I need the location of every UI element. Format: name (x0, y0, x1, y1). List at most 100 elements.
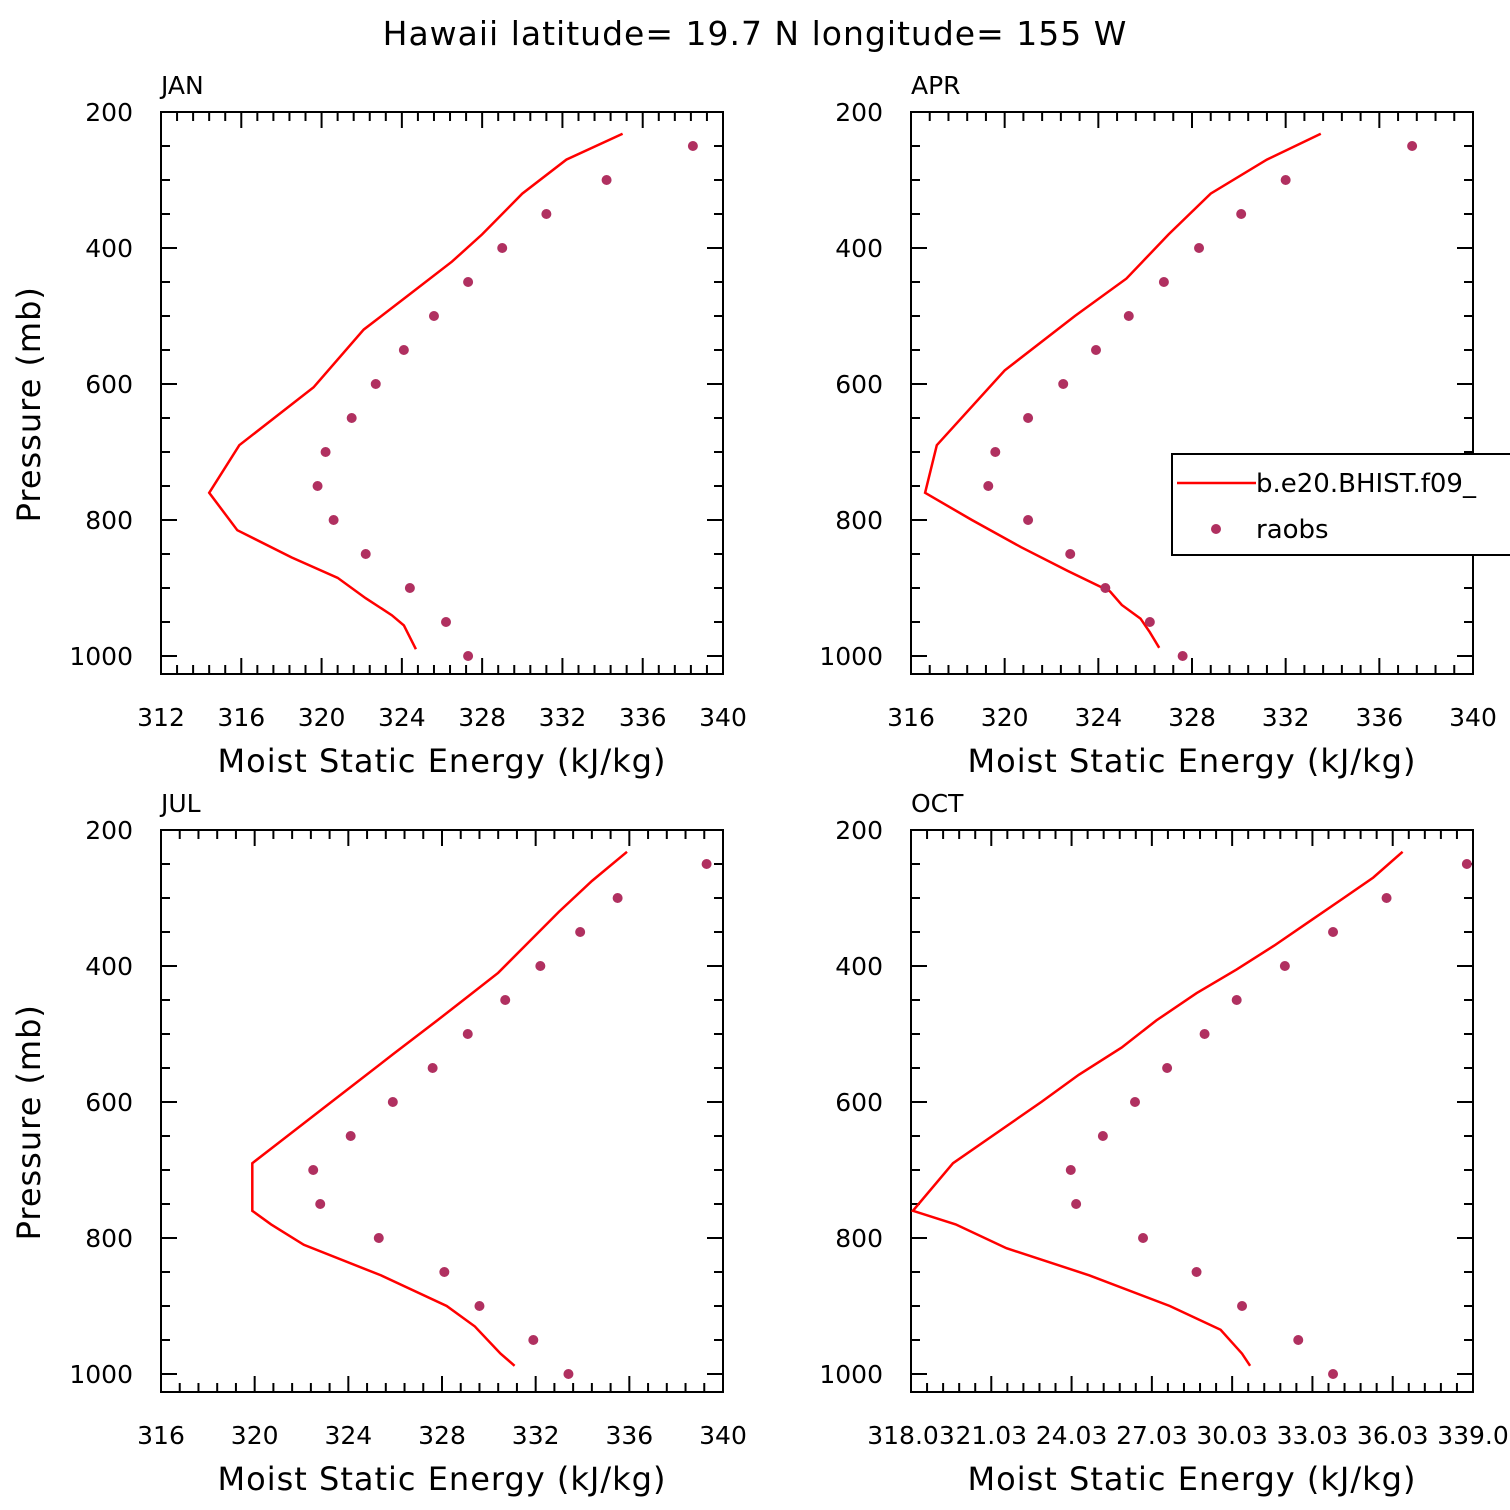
legend-label: b.e20.BHIST.f09_ (1256, 469, 1477, 499)
y-tick-label: 400 (85, 952, 133, 981)
y-tick-label: 200 (835, 816, 883, 845)
data-point-raobs (1236, 209, 1247, 219)
data-point-raobs (1144, 617, 1155, 627)
legend-box (1171, 453, 1510, 556)
x-tick-label: 340 (1449, 703, 1497, 732)
data-point-raobs (1231, 995, 1242, 1005)
x-tick-label: 24.03 (1036, 1421, 1108, 1450)
data-point-raobs (612, 893, 623, 903)
x-tick-label: 27.03 (1116, 1421, 1188, 1450)
y-tick-label: 1000 (69, 1360, 133, 1389)
data-point-raobs (1058, 379, 1069, 389)
data-point-raobs (535, 961, 546, 971)
data-point-raobs (404, 583, 415, 593)
x-axis-title: Moist Static Energy (kJ/kg) (968, 1460, 1417, 1498)
y-axis-title: Pressure (mb) (10, 1004, 48, 1240)
x-tick-label: 312 (137, 703, 185, 732)
x-tick-label: 328 (458, 703, 506, 732)
x-tick-label: 30.03 (1196, 1421, 1268, 1450)
data-point-raobs (1407, 141, 1418, 151)
data-point-raobs (373, 1233, 384, 1243)
data-point-raobs (1280, 175, 1291, 185)
data-point-raobs (701, 859, 712, 869)
data-point-raobs (1090, 345, 1101, 355)
x-tick-label: 339.0 (1437, 1421, 1509, 1450)
series-line-model (207, 132, 624, 650)
x-tick-label: 320 (231, 1421, 279, 1450)
x-tick-label: 324 (324, 1421, 372, 1450)
data-point-raobs (1065, 549, 1076, 559)
x-tick-label: 336 (619, 703, 667, 732)
data-point-raobs (428, 311, 439, 321)
y-tick-label: 600 (835, 370, 883, 399)
x-tick-label: 340 (699, 703, 747, 732)
data-point-raobs (441, 617, 452, 627)
x-tick-label: 332 (512, 1421, 560, 1450)
series-line-model (910, 850, 1404, 1367)
data-point-raobs (315, 1199, 326, 1209)
data-point-raobs (563, 1369, 574, 1379)
x-tick-label: 33.03 (1277, 1421, 1349, 1450)
x-tick-label: 21.03 (955, 1421, 1027, 1450)
x-tick-label: 328 (418, 1421, 466, 1450)
data-point-raobs (687, 141, 698, 151)
data-point-raobs (462, 1029, 473, 1039)
y-tick-label: 200 (85, 816, 133, 845)
panel-jul: JUL 200 400 600 800 1000 316 320 324 328 332 336 340… (10, 789, 747, 1498)
data-point-raobs (528, 1335, 539, 1345)
x-tick-label: 324 (1074, 703, 1122, 732)
data-point-raobs (1279, 961, 1290, 971)
data-point-raobs (312, 481, 323, 491)
y-tick-label: 1000 (819, 642, 883, 671)
x-tick-label: 336 (1355, 703, 1403, 732)
y-tick-label: 200 (835, 98, 883, 127)
data-point-raobs (474, 1301, 485, 1311)
data-point-raobs (1129, 1097, 1140, 1107)
data-point-raobs (1123, 311, 1134, 321)
data-point-raobs (463, 651, 474, 661)
data-point-raobs (1328, 1369, 1339, 1379)
data-point-raobs (1065, 1165, 1076, 1175)
data-point-raobs (1293, 1335, 1304, 1345)
x-tick-label: 320 (298, 703, 346, 732)
plot-frame (160, 111, 724, 675)
data-point-raobs (1023, 413, 1034, 423)
x-tick-label: 320 (981, 703, 1029, 732)
y-tick-label: 600 (85, 1088, 133, 1117)
data-point-raobs (1461, 859, 1472, 869)
data-point-raobs (601, 175, 612, 185)
data-point-raobs (500, 995, 511, 1005)
panel-apr: APR 200 400 600 800 1000 316 320 324 328 332 336 340… (819, 71, 1510, 780)
x-tick-label: 316 (887, 703, 935, 732)
data-point-raobs (1138, 1233, 1149, 1243)
panel-label: JUL (159, 789, 201, 818)
data-point-raobs (463, 277, 474, 287)
x-tick-label: 328 (1168, 703, 1216, 732)
data-point-raobs (575, 927, 586, 937)
data-point-raobs (1194, 243, 1205, 253)
data-point-raobs (345, 1131, 356, 1141)
data-point-raobs (1158, 277, 1169, 287)
x-axis-title: Moist Static Energy (kJ/kg) (968, 742, 1417, 780)
data-point-raobs (1328, 927, 1339, 937)
panel-jan: JAN 200 400 600 800 1000 312 316 320 324 328 332 336… (10, 71, 747, 780)
data-point-raobs (1071, 1199, 1082, 1209)
data-point-raobs (320, 447, 331, 457)
y-tick-label: 1000 (819, 1360, 883, 1389)
y-tick-label: 1000 (69, 642, 133, 671)
data-point-raobs (1100, 583, 1111, 593)
y-tick-label: 800 (835, 506, 883, 535)
data-point-raobs (328, 515, 339, 525)
panel-label: OCT (911, 789, 964, 818)
data-point-raobs (1191, 1267, 1202, 1277)
y-tick-label: 400 (835, 952, 883, 981)
plot-frame (910, 829, 1474, 1393)
data-point-raobs (541, 209, 552, 219)
y-axis-title: Pressure (mb) (10, 286, 48, 522)
series-line-model (923, 132, 1322, 649)
x-tick-label: 324 (378, 703, 426, 732)
y-tick-label: 600 (85, 370, 133, 399)
y-tick-label: 800 (85, 1224, 133, 1253)
x-tick-label: 318.03 (867, 1421, 954, 1450)
data-point-raobs (398, 345, 409, 355)
